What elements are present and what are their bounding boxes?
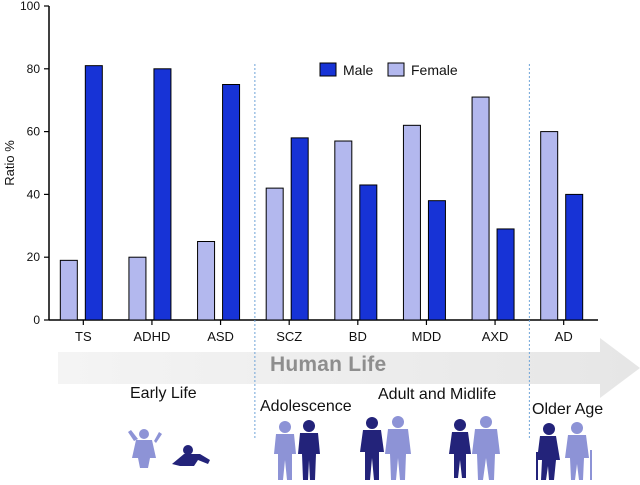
- stage-adolescence: Adolescence: [260, 398, 352, 415]
- adult-couple-silhouette-icon: [449, 416, 500, 480]
- bar-female-axd: [471, 96, 490, 321]
- y-tick-label: 0: [33, 313, 40, 327]
- x-tick-label: TS: [75, 329, 92, 344]
- bar-male-asd: [222, 84, 241, 321]
- x-tick-label: ADHD: [134, 329, 171, 344]
- human-life-arrow: [58, 338, 640, 398]
- bar-female-adhd: [128, 256, 147, 321]
- stage-adult-midlife: Adult and Midlife: [378, 386, 497, 403]
- bar-marks: [59, 65, 584, 321]
- human-life-label: Human Life: [270, 353, 387, 376]
- legend-label-male: Male: [343, 62, 374, 78]
- legend-label-female: Female: [411, 62, 458, 78]
- y-tick-label: 20: [27, 250, 41, 264]
- stage-dividers: [254, 64, 530, 440]
- y-tick-label: 100: [20, 0, 40, 13]
- bar-female-mdd: [402, 124, 421, 321]
- x-tick-label: BD: [349, 329, 367, 344]
- x-tick-label: ASD: [207, 329, 234, 344]
- y-axis-title: Ratio %: [2, 140, 17, 186]
- x-tick-label: AXD: [482, 329, 509, 344]
- chart-axes: 0 20 40 60 80 100 Ratio % TS ADHD ASD SCZ BD MDD AXD A…: [2, 0, 598, 344]
- elderly-silhouette-icon: [536, 422, 592, 480]
- adult-silhouette-icon: [360, 416, 411, 480]
- y-tick-label: 80: [27, 62, 41, 76]
- bar-male-ts: [84, 65, 103, 321]
- legend-swatch-male: [319, 62, 337, 77]
- bar-female-ad: [540, 131, 559, 321]
- legend-swatch-female: [387, 62, 405, 77]
- stage-older-age: Older Age: [532, 401, 604, 418]
- child-silhouette-icon: [128, 429, 210, 468]
- bar-male-adhd: [153, 68, 172, 321]
- bar-female-scz: [265, 187, 284, 321]
- bar-male-scz: [290, 137, 309, 321]
- bar-male-ad: [565, 193, 584, 321]
- bar-female-asd: [197, 241, 216, 321]
- x-tick-label: MDD: [412, 329, 442, 344]
- legend: Male Female: [319, 62, 458, 78]
- stage-early-life: Early Life: [130, 385, 197, 402]
- teen-silhouette-icon: [274, 420, 320, 480]
- bar-male-axd: [496, 228, 515, 321]
- bar-female-bd: [334, 140, 353, 321]
- y-tick-label: 40: [27, 187, 41, 201]
- bar-female-ts: [59, 259, 78, 321]
- x-tick-label: AD: [555, 329, 573, 344]
- y-tick-label: 60: [27, 125, 41, 139]
- bar-male-mdd: [427, 200, 446, 321]
- x-tick-label: SCZ: [276, 329, 302, 344]
- bar-male-bd: [359, 184, 378, 321]
